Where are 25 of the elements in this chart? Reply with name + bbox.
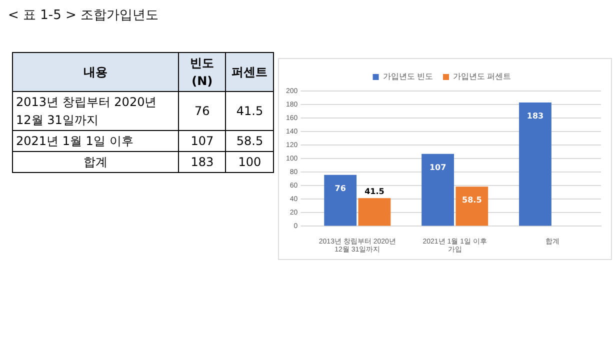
bar [358, 198, 391, 226]
text: < 표 1-5 > 조합가입년도 [8, 7, 159, 24]
text: 내용 [12, 52, 178, 92]
data-label: 58.5 [462, 196, 482, 205]
data-label: 41.5 [226, 92, 274, 130]
text: 퍼센트 [226, 52, 274, 92]
data-label: 107 [429, 162, 446, 172]
category-label: 2021년 1월 1일 이후 [12, 130, 178, 152]
data-label: 183 [526, 112, 544, 121]
legend-label: 가입년도 퍼센트 [453, 72, 512, 82]
data-label: 58.5 [226, 130, 274, 152]
data-label: 183 [178, 152, 226, 172]
text: 빈도 (N) [178, 52, 226, 92]
data-label: 76 [334, 184, 346, 193]
bar [324, 174, 357, 226]
category-label: 2013년 창립부터 2020년 12월 31일까지 [12, 92, 178, 130]
bar [519, 102, 552, 226]
data-label: 41.5 [364, 187, 385, 196]
data-label: 107 [178, 130, 226, 152]
data-label: 76 [178, 92, 226, 130]
bar [422, 154, 454, 226]
bar [456, 186, 488, 226]
category-label: 합계 [12, 152, 178, 172]
data-label: 100 [226, 152, 274, 172]
legend-label: 가입년도 빈도 [382, 72, 434, 82]
